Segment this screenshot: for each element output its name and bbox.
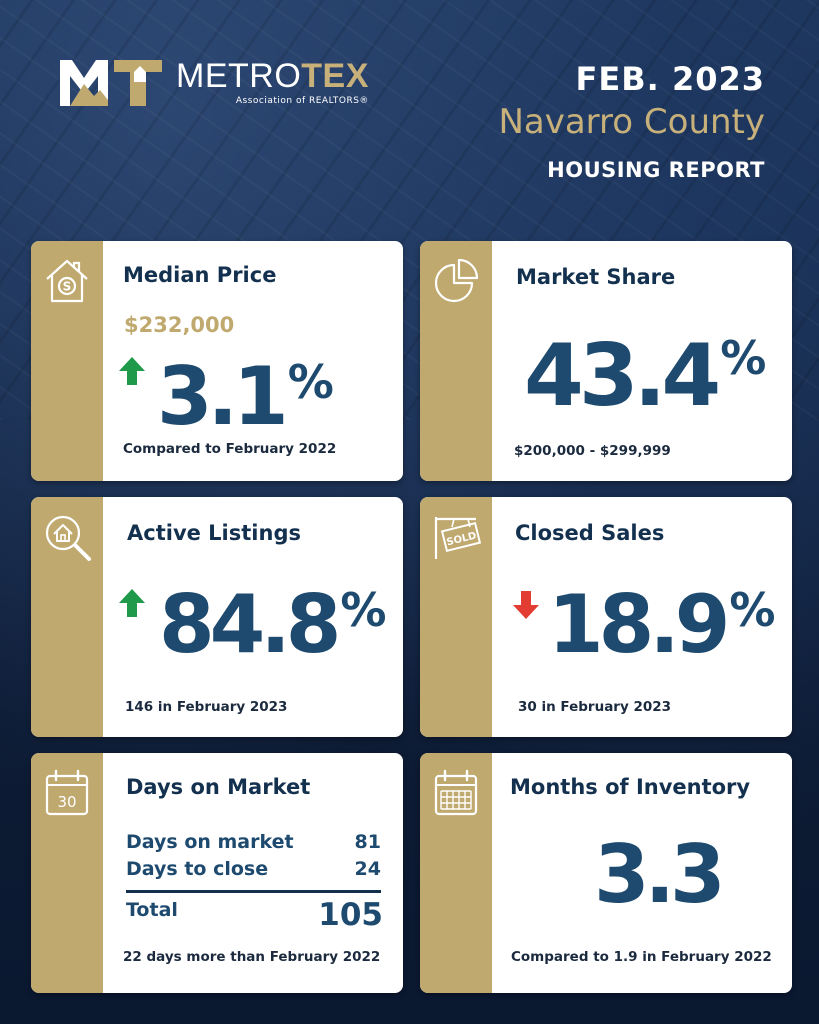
card-title: Closed Sales (515, 521, 665, 545)
house-dollar-icon: S (46, 259, 88, 303)
svg-text:S: S (63, 280, 72, 294)
card-note: 30 in February 2023 (518, 699, 672, 715)
report-date: FEB. 2023 (575, 60, 765, 98)
sold-sign-icon: SOLD (434, 517, 482, 559)
card-band (420, 241, 492, 481)
arrow-down-icon (513, 591, 539, 619)
card-title: Months of Inventory (510, 775, 751, 799)
pie-chart-icon (434, 258, 479, 303)
svg-text:30: 30 (57, 793, 76, 811)
report-label: HOUSING REPORT (547, 157, 765, 182)
calendar-30-icon: 30 (45, 769, 89, 816)
arrow-up-icon (119, 357, 145, 385)
card-note: 146 in February 2023 (125, 699, 288, 715)
active-listings-change: 84.8% (159, 578, 387, 671)
card-band (420, 497, 492, 737)
divider (126, 890, 381, 893)
months-inventory-value: 3.3 (594, 828, 726, 921)
total-label: Total (126, 899, 178, 921)
median-price-card: S Median Price $232,000 3.1% Compared to… (31, 241, 403, 481)
card-note: $200,000 - $299,999 (514, 443, 671, 459)
median-price-value: $232,000 (124, 313, 235, 337)
card-note: Compared to 1.9 in February 2022 (511, 949, 772, 965)
row-value: 81 (354, 831, 381, 853)
svg-text:SOLD: SOLD (446, 530, 478, 548)
county-name: Navarro County (498, 102, 765, 143)
card-note: 22 days more than February 2022 (123, 949, 381, 965)
dom-row-days-to-close: Days to close 24 (126, 858, 381, 880)
row-label: Days on market (126, 831, 294, 853)
dom-row-days-on-market: Days on market 81 (126, 831, 381, 853)
card-band (420, 753, 492, 993)
closed-sales-change: 18.9% (548, 578, 776, 671)
card-title: Market Share (516, 265, 676, 289)
months-of-inventory-card: Months of Inventory 3.3 Compared to 1.9 … (420, 753, 792, 993)
magnifier-house-icon (45, 515, 91, 561)
card-title: Days on Market (126, 775, 311, 799)
report-title: FEB. 2023 Navarro County HOUSING REPORT (498, 60, 765, 182)
card-title: Median Price (123, 263, 277, 287)
card-band (31, 241, 103, 481)
market-share-card: Market Share 43.4% $200,000 - $299,999 (420, 241, 792, 481)
row-value: 24 (354, 858, 381, 880)
logo-wordmark: METROTEX (176, 56, 369, 95)
calendar-grid-icon (434, 769, 478, 816)
logo-subtitle: Association of REALTORS® (235, 95, 369, 106)
mt-monogram-icon (60, 60, 162, 106)
card-note: Compared to February 2022 (123, 441, 337, 457)
total-value: 105 (318, 897, 383, 933)
market-share-value: 43.4% (524, 326, 767, 426)
card-band (31, 753, 103, 993)
closed-sales-card: SOLD Closed Sales 18.9% 30 in February 2… (420, 497, 792, 737)
arrow-up-icon (119, 589, 145, 617)
active-listings-card: Active Listings 84.8% 146 in February 20… (31, 497, 403, 737)
row-label: Days to close (126, 858, 269, 880)
median-price-change: 3.1% (157, 350, 334, 443)
days-on-market-card: 30 Days on Market Days on market 81 Days… (31, 753, 403, 993)
metrotex-logo: METROTEX Association of REALTORS® (60, 56, 369, 108)
card-title: Active Listings (127, 521, 301, 545)
card-band (31, 497, 103, 737)
